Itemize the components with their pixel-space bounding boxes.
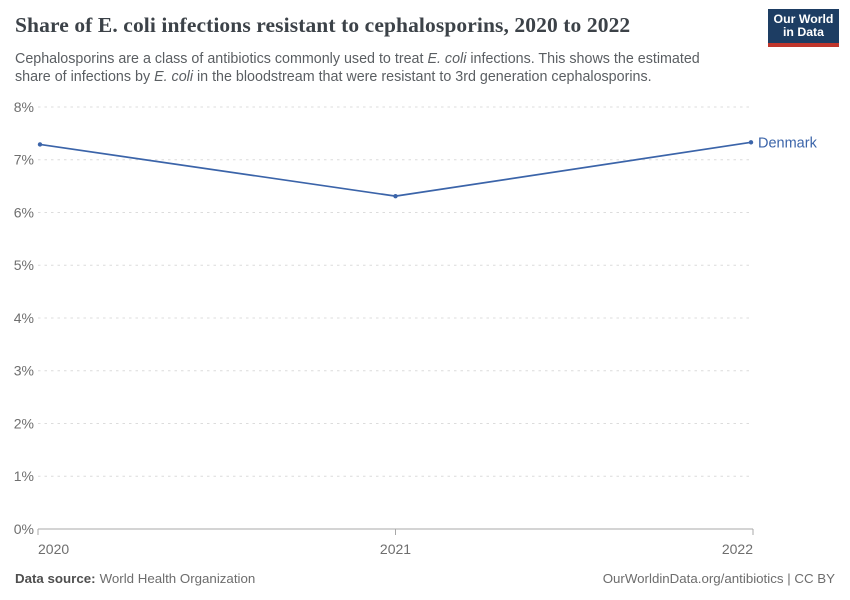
series-label-denmark: Denmark xyxy=(758,135,818,151)
subtitle-italic-segment: E. coli xyxy=(154,68,194,85)
data-point-denmark-2020 xyxy=(37,142,43,147)
subtitle-segment: share of infections by xyxy=(15,68,155,85)
y-axis-label-1pct: 1% xyxy=(14,468,34,484)
y-axis-label-6pct: 6% xyxy=(14,204,34,220)
owid-logo-line1: Our World xyxy=(773,11,834,26)
y-axis-label-5pct: 5% xyxy=(14,257,34,273)
owid-logo-text: Our World in Data xyxy=(773,11,834,40)
subtitle-italic-segment: E. coli xyxy=(427,51,467,67)
page-title: Share of E. coli infections resistant to… xyxy=(15,13,631,37)
source-label: Data source: xyxy=(15,570,96,586)
x-axis-label-2020: 2020 xyxy=(38,541,69,557)
chart-footer: Data source: World Health Organization Ou… xyxy=(15,569,835,587)
owid-logo[interactable]: Our World in Data xyxy=(768,9,839,47)
y-axis-label-7pct: 7% xyxy=(14,152,34,168)
y-axis-label-2pct: 2% xyxy=(14,415,34,431)
footer-source: Data source: World Health Organization xyxy=(15,571,255,586)
x-axis-label-2021: 2021 xyxy=(380,541,411,557)
data-point-denmark-2022 xyxy=(748,140,754,145)
series-line-denmark xyxy=(39,141,752,197)
subtitle-segment: Cephalosporins are a class of antibiotic… xyxy=(15,51,428,67)
y-axis-label-0pct: 0% xyxy=(14,521,34,537)
x-axis-label-2022: 2022 xyxy=(722,541,753,557)
owid-logo-line2: in Data xyxy=(782,25,824,39)
y-axis-label-3pct: 3% xyxy=(14,363,34,379)
subtitle-segment: in the bloodstream that were resistant t… xyxy=(193,68,652,85)
y-axis-label-8pct: 8% xyxy=(14,99,34,115)
line-chart: 0% 1% 2% 3% 4% 5% 6% 7% 8% 2020 2021 2022 Denmark xyxy=(14,99,818,557)
source-value: World Health Organization xyxy=(99,570,256,586)
subtitle-segment: infections. This shows the estimated xyxy=(466,51,700,67)
y-axis-label-4pct: 4% xyxy=(14,310,34,326)
footer-credit: OurWorldinData.org/antibiotics | CC BY xyxy=(602,570,835,586)
data-point-denmark-2021 xyxy=(393,193,398,199)
page-subtitle: Cephalosporins are a class of antibiotic… xyxy=(15,51,760,86)
